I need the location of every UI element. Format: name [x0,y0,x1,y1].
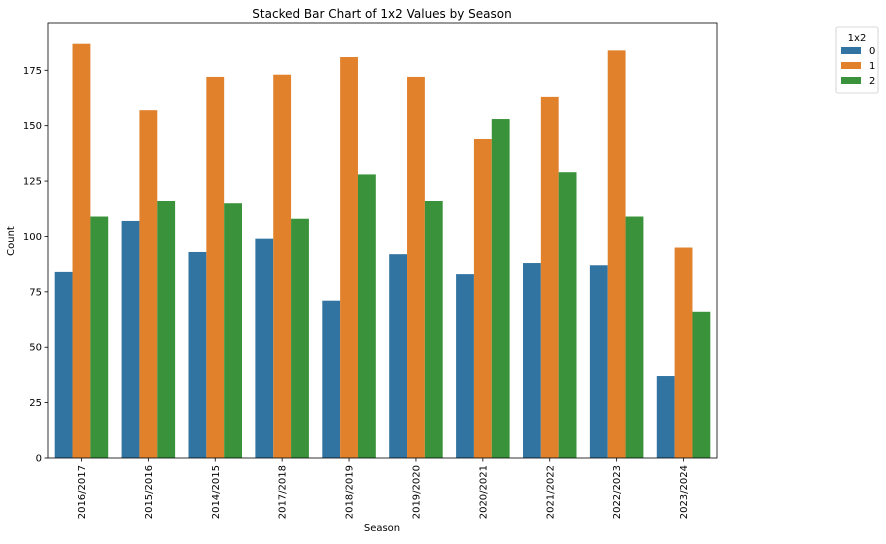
bar-series-0-2016-2017 [54,271,73,458]
bar-series-2-2016-2017 [90,216,109,458]
bar-series-0-2017-2018 [255,238,274,458]
legend-label-2: 2 [869,76,875,87]
legend-label-0: 0 [869,46,875,57]
legend-title: 1x2 [848,33,867,44]
x-tick-label: 2016/2017 [77,465,88,519]
bar-series-1-2015-2016 [139,110,158,459]
legend-swatch-1 [841,62,861,69]
x-tick-label: 2015/2016 [144,465,155,519]
bar-series-1-2020-2021 [473,138,492,459]
bar-series-2-2015-2016 [157,201,176,458]
bar-series-0-2023-2024 [656,376,675,458]
bar-series-0-2019-2020 [389,254,408,458]
legend-frame [835,26,879,94]
bar-series-1-2014-2015 [206,76,225,458]
y-tick-label: 50 [29,343,42,354]
x-axis-label: Season [364,523,400,534]
bar-series-2-2018-2019 [357,174,376,459]
bar-series-1-2019-2020 [407,76,425,458]
x-tick-label: 2014/2015 [211,465,222,519]
bar-series-2-2019-2020 [424,201,443,458]
y-tick-label: 150 [23,121,42,132]
bar-series-0-2020-2021 [456,274,474,458]
legend-swatch-2 [841,77,861,84]
bar-series-1-2023-2024 [674,247,693,458]
bar-series-1-2017-2018 [273,74,292,458]
bar-series-0-2015-2016 [121,220,140,458]
axes-frame [47,22,718,459]
x-tick-label: 2018/2019 [345,465,356,519]
y-tick-label: 100 [23,232,42,243]
x-tick-label: 2023/2024 [679,465,690,519]
bar-series-1-2016-2017 [72,43,91,459]
bar-series-0-2014-2015 [188,251,207,458]
bar-series-2-2014-2015 [224,203,243,458]
bar-series-1-2021-2022 [540,96,559,458]
legend-swatch-0 [841,47,861,54]
bar-series-0-2022-2023 [589,265,608,458]
y-axis-label: Count [6,226,17,256]
legend-label-1: 1 [869,61,875,72]
bar-series-2-2020-2021 [491,119,510,458]
bar-series-2-2022-2023 [625,216,644,458]
plot-area: 0 25 50 75 100 125 150 175 2016/2017 2015/2016 201… [23,22,718,519]
bar-series-2-2021-2022 [558,172,577,458]
y-tick-label: 175 [23,66,42,77]
bar-series-1-2018-2019 [340,57,358,458]
chart-title: Stacked Bar Chart of 1x2 Values by Seaso… [252,7,511,21]
x-tick-label: 2017/2018 [278,465,289,519]
y-tick-label: 75 [29,287,42,298]
y-tick-label: 0 [36,454,42,465]
y-tick-label: 125 [23,177,42,188]
bar-series-0-2021-2022 [522,263,541,458]
bar-series-0-2018-2019 [322,300,341,458]
bar-series-2-2023-2024 [692,311,711,458]
x-tick-label: 2022/2023 [612,465,623,519]
y-tick-label: 25 [29,398,42,409]
x-tick-label: 2021/2022 [545,465,556,519]
bar-series-1-2022-2023 [607,50,626,459]
bar-series-2-2017-2018 [291,218,309,458]
x-tick-label: 2019/2020 [411,465,422,519]
x-tick-label: 2020/2021 [478,465,489,519]
